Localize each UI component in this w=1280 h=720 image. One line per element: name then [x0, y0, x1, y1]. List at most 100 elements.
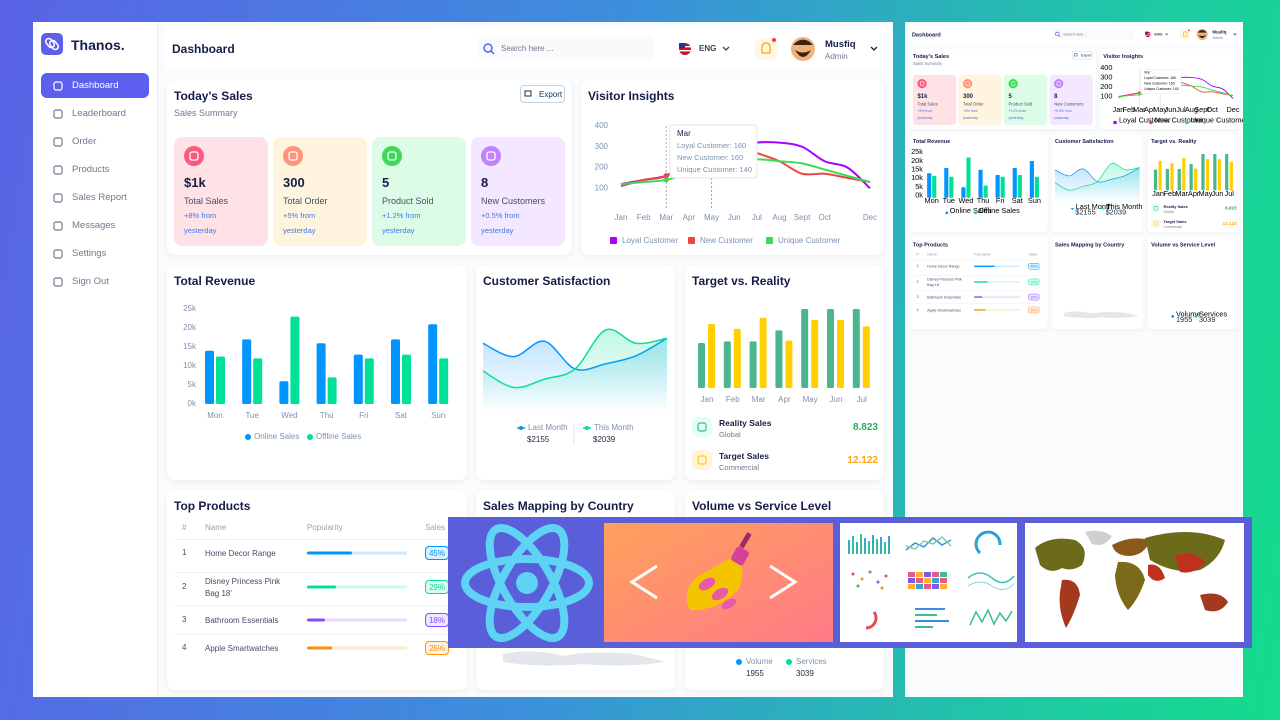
nav-item[interactable]: Products: [72, 164, 110, 175]
legend-total: 8.823: [1224, 206, 1237, 212]
user-name[interactable]: Musfiq: [825, 39, 856, 50]
panel: [685, 490, 884, 690]
x-tick-label: Sept: [1194, 105, 1209, 114]
panel-title: Sales Mapping by Country: [1054, 241, 1124, 248]
notification-button[interactable]: [1179, 29, 1190, 40]
x-tick-label: Wed: [958, 196, 973, 205]
export-button[interactable]: Export: [1071, 50, 1093, 60]
row-divider: [174, 634, 460, 635]
bar: [1229, 162, 1233, 191]
panel-title: Visitor Insights: [1102, 52, 1143, 60]
bar: [1165, 168, 1169, 191]
stat-label: Total Sales: [916, 102, 938, 107]
bar: [1158, 160, 1162, 191]
bell: [1182, 31, 1187, 37]
stat-label: Total Order: [962, 102, 983, 107]
legend-dot: [945, 211, 948, 215]
legend-label: This Month: [1106, 202, 1142, 211]
popularity-track: [973, 309, 1020, 311]
flag: [1144, 34, 1151, 36]
stat-value: 300: [962, 92, 973, 100]
nav-item[interactable]: Settings: [72, 248, 107, 259]
search-placeholder: Search here ...: [501, 44, 554, 53]
panel: [476, 265, 675, 480]
legend-swatch: [1112, 120, 1117, 125]
search-box[interactable]: [477, 36, 655, 60]
language[interactable]: ENG: [1153, 32, 1162, 37]
stat-value: $1k: [184, 175, 206, 190]
legend-total: 3039: [1198, 315, 1214, 324]
legend-total: $2155: [1075, 207, 1095, 216]
nav-item[interactable]: Dashboard: [72, 80, 119, 91]
bar: [1181, 158, 1185, 191]
stat-value: 8: [1053, 92, 1057, 100]
legend-total: 8.823: [852, 422, 878, 433]
product-name: Bathroom Essentials: [926, 295, 961, 300]
legend-total: 1955: [1175, 315, 1191, 324]
page-title: Dashboard: [911, 31, 941, 38]
bar: [1224, 154, 1228, 191]
sales-badge: 25%: [425, 641, 449, 655]
stat-label: Product Sold: [1008, 102, 1032, 107]
user-name[interactable]: Musfiq: [1211, 29, 1226, 35]
nav-item[interactable]: Sign Out: [72, 276, 109, 287]
rank: 3: [182, 615, 187, 624]
row-divider: [174, 572, 460, 573]
export-button[interactable]: Export: [520, 85, 565, 103]
panel-title: Target vs. Reality: [692, 274, 791, 288]
stat-icon: [1008, 79, 1018, 89]
chevron: [1232, 33, 1236, 36]
language[interactable]: ENG: [699, 44, 717, 53]
bar: [1177, 168, 1181, 191]
legend-label: Services: [1198, 309, 1227, 318]
legend-label: Unique Customer: [1190, 116, 1243, 125]
search-box[interactable]: [1051, 28, 1134, 40]
panel-subtitle: Sales Summary: [174, 108, 238, 118]
product-name: Disney Princess Pink Bag 18': [205, 577, 281, 598]
panel: [167, 265, 467, 480]
panel-title: Top Products: [174, 499, 251, 513]
x-tick-label: Aug: [1184, 105, 1197, 114]
area-fill: [1054, 163, 1140, 202]
x-tick-label: Jul: [1176, 105, 1186, 114]
panel: [909, 237, 1048, 330]
notification-button[interactable]: [755, 38, 777, 60]
nav-item[interactable]: Sales Report: [72, 192, 127, 203]
x-tick-label: Feb: [1163, 189, 1176, 198]
x-tick-label: Jun: [1211, 189, 1223, 198]
stat-change: +0.5% from yesterday: [481, 211, 520, 235]
legend-swatch: [1184, 120, 1188, 125]
stat-change: +5% from yesterday: [283, 211, 316, 235]
sales-badge: 45%: [1027, 263, 1039, 270]
legend-dot: [973, 211, 977, 215]
dashboard-window: Thanos. Dashboard Leaderboard Order Products…: [33, 22, 893, 697]
rank: 2: [182, 582, 187, 591]
popularity-track: [973, 296, 1020, 298]
table-header: Name: [926, 252, 937, 257]
bar: [965, 157, 971, 198]
user-role: Admin: [1211, 35, 1223, 40]
stat-label: Total Sales: [184, 196, 229, 206]
stat-value: $1k: [916, 92, 927, 100]
nav-item[interactable]: Leaderboard: [72, 108, 126, 119]
x-tick-label: Dec: [1226, 105, 1239, 114]
product-name: Bathroom Essentials: [205, 616, 279, 625]
panel-title: Volume vs Service Level: [1150, 241, 1215, 248]
popularity-bar: [973, 296, 982, 298]
panel-title: Sales Mapping by Country: [483, 499, 634, 513]
popularity-bar: [973, 265, 995, 267]
bar: [1000, 176, 1005, 198]
legend-total: 12.122: [847, 455, 878, 466]
bar: [1200, 154, 1205, 191]
nav-item[interactable]: Order: [72, 136, 97, 147]
panel: [1147, 237, 1239, 330]
sales-badge: 45%: [425, 546, 449, 560]
x-tick-label: Sun: [1027, 196, 1040, 205]
flag: [1144, 31, 1148, 34]
panel-title: Customer Satisfaction: [483, 274, 611, 288]
panel: [909, 133, 1048, 233]
nav-item[interactable]: Messages: [72, 220, 116, 231]
sales-badge: 18%: [1027, 293, 1039, 301]
bar: [1193, 168, 1197, 191]
page-title: Dashboard: [172, 42, 235, 56]
